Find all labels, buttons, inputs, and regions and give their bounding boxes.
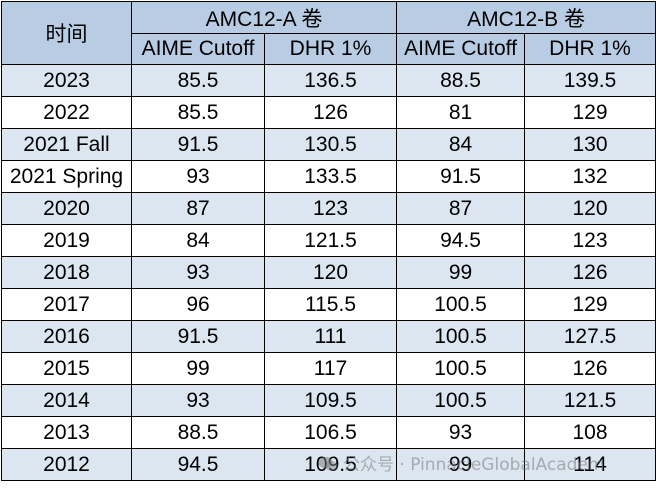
year-cell: 2023	[1, 64, 132, 97]
b-dhr-cell: 132	[524, 160, 656, 193]
a-aime-cutoff-cell: 93	[131, 256, 265, 289]
year-cell: 2022	[1, 96, 132, 129]
table-body: 2023 85.5 136.5 88.5 139.5 2022 85.5 126 81 129 20…	[1, 64, 656, 481]
b-dhr-cell: 126	[524, 352, 656, 385]
b-aime-cutoff-cell: 94.5	[396, 224, 526, 257]
a-aime-cutoff-header: AIME Cutoff	[131, 33, 265, 65]
b-dhr-cell: 121.5	[524, 384, 656, 417]
table-row: 2023 85.5 136.5 88.5 139.5	[1, 64, 656, 97]
table-row: 2020 87 123 87 120	[1, 192, 656, 225]
table-row: 2019 84 121.5 94.5 123	[1, 224, 656, 257]
year-cell: 2019	[1, 224, 132, 257]
a-dhr-cell: 126	[263, 96, 398, 129]
b-dhr-header: DHR 1%	[524, 33, 656, 65]
a-aime-cutoff-cell: 88.5	[131, 416, 265, 449]
b-aime-cutoff-cell: 100.5	[396, 384, 526, 417]
year-cell: 2016	[1, 320, 132, 353]
b-aime-cutoff-cell: 93	[396, 416, 526, 449]
b-aime-cutoff-cell: 91.5	[396, 160, 526, 193]
b-aime-cutoff-cell: 100.5	[396, 320, 526, 353]
b-aime-cutoff-cell: 99	[396, 256, 526, 289]
a-aime-cutoff-cell: 96	[131, 288, 265, 321]
a-dhr-cell: 136.5	[263, 64, 398, 97]
b-dhr-cell: 108	[524, 416, 656, 449]
b-aime-cutoff-cell: 84	[396, 128, 526, 161]
year-cell: 2013	[1, 416, 132, 449]
a-aime-cutoff-cell: 91.5	[131, 128, 265, 161]
table-row: 2017 96 115.5 100.5 129	[1, 288, 656, 321]
year-cell: 2014	[1, 384, 132, 417]
a-aime-cutoff-cell: 91.5	[131, 320, 265, 353]
year-cell: 2021 Spring	[1, 160, 132, 193]
b-dhr-cell: 120	[524, 192, 656, 225]
b-aime-cutoff-header: AIME Cutoff	[396, 33, 526, 65]
b-dhr-cell: 123	[524, 224, 656, 257]
a-aime-cutoff-cell: 93	[131, 384, 265, 417]
year-cell: 2015	[1, 352, 132, 385]
b-dhr-cell: 139.5	[524, 64, 656, 97]
a-aime-cutoff-cell: 85.5	[131, 64, 265, 97]
amc12b-header: AMC12-B 卷	[396, 1, 656, 34]
table-row: 2021 Fall 91.5 130.5 84 130	[1, 128, 656, 161]
table-row: 2015 99 117 100.5 126	[1, 352, 656, 385]
year-cell: 2021 Fall	[1, 128, 132, 161]
a-dhr-cell: 109.5	[263, 384, 398, 417]
amc12a-header: AMC12-A 卷	[130, 1, 398, 34]
table-row: 2014 93 109.5 100.5 121.5	[1, 384, 656, 417]
a-aime-cutoff-cell: 87	[131, 192, 265, 225]
a-dhr-cell: 133.5	[263, 160, 398, 193]
table-header: 时间 AMC12-A 卷 AMC12-B 卷 AIME Cutoff DHR 1…	[1, 1, 656, 65]
a-dhr-cell: 130.5	[263, 128, 398, 161]
b-aime-cutoff-cell: 88.5	[396, 64, 526, 97]
table-row: 2022 85.5 126 81 129	[1, 96, 656, 129]
time-header: 时间	[1, 1, 132, 65]
year-cell: 2017	[1, 288, 132, 321]
a-aime-cutoff-cell: 94.5	[131, 448, 265, 481]
b-dhr-cell: 129	[524, 96, 656, 129]
year-cell: 2020	[1, 192, 132, 225]
year-cell: 2018	[1, 256, 132, 289]
a-dhr-cell: 117	[263, 352, 398, 385]
table-row: 2016 91.5 111 100.5 127.5	[1, 320, 656, 353]
b-dhr-cell: 127.5	[524, 320, 656, 353]
a-dhr-cell: 121.5	[263, 224, 398, 257]
table-row: 2021 Spring 93 133.5 91.5 132	[1, 160, 656, 193]
b-dhr-cell: 114	[524, 448, 656, 481]
a-aime-cutoff-cell: 85.5	[131, 96, 265, 129]
b-dhr-cell: 126	[524, 256, 656, 289]
a-aime-cutoff-cell: 84	[131, 224, 265, 257]
a-dhr-cell: 123	[263, 192, 398, 225]
b-aime-cutoff-cell: 99	[396, 448, 526, 481]
header-row-columns: AIME Cutoff DHR 1% AIME Cutoff DHR 1%	[2, 33, 656, 65]
a-dhr-cell: 120	[263, 256, 398, 289]
a-dhr-header: DHR 1%	[263, 33, 398, 65]
a-aime-cutoff-cell: 99	[131, 352, 265, 385]
table-row: 2012 94.5 109.5 99 114	[1, 448, 656, 481]
a-dhr-cell: 115.5	[263, 288, 398, 321]
b-aime-cutoff-cell: 100.5	[396, 288, 526, 321]
header-row-groups: 时间 AMC12-A 卷 AMC12-B 卷	[1, 1, 656, 65]
table-row: 2013 88.5 106.5 93 108	[1, 416, 656, 449]
table-row: 2018 93 120 99 126	[1, 256, 656, 289]
year-cell: 2012	[1, 448, 132, 481]
b-aime-cutoff-cell: 100.5	[396, 352, 526, 385]
b-aime-cutoff-cell: 87	[396, 192, 526, 225]
a-aime-cutoff-cell: 93	[131, 160, 265, 193]
b-aime-cutoff-cell: 81	[396, 96, 526, 129]
b-dhr-cell: 129	[524, 288, 656, 321]
a-dhr-cell: 111	[263, 320, 398, 353]
a-dhr-cell: 109.5	[263, 448, 398, 481]
a-dhr-cell: 106.5	[263, 416, 398, 449]
b-dhr-cell: 130	[524, 128, 656, 161]
